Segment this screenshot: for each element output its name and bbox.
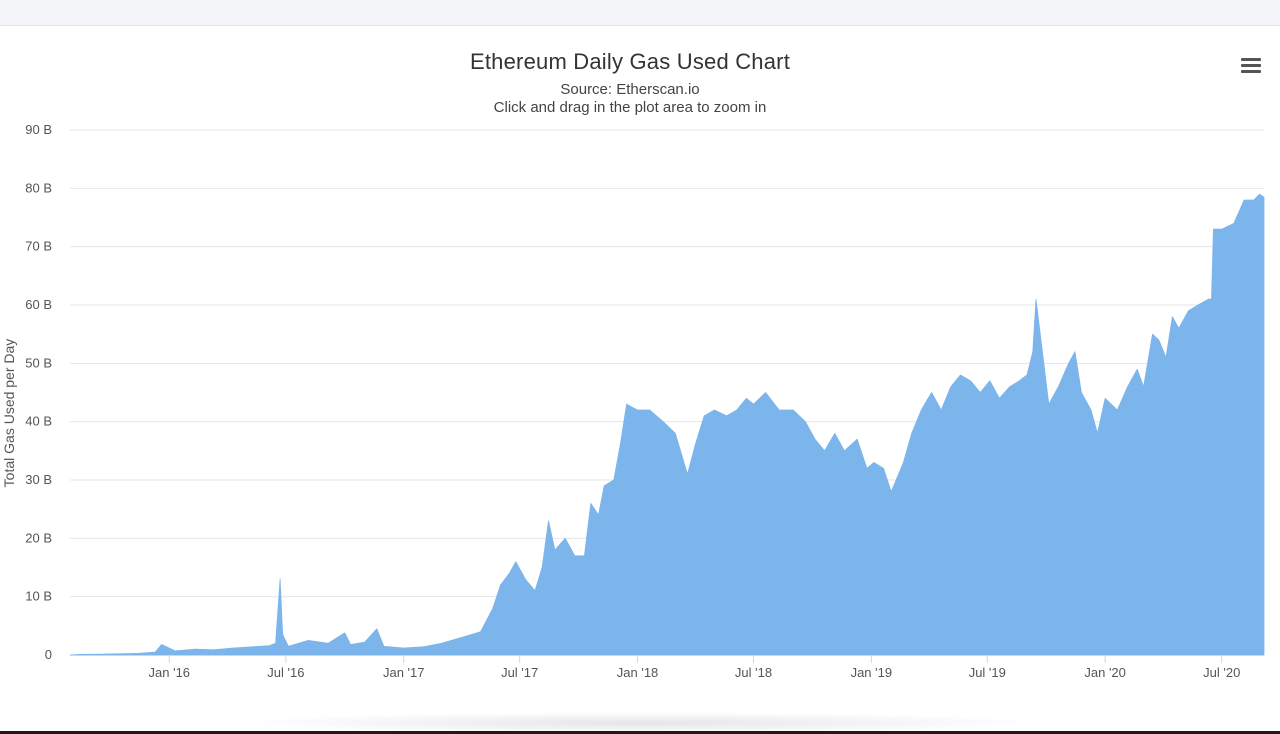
x-tick-label: Jul '18: [735, 665, 772, 680]
y-tick-label: 60 B: [25, 297, 52, 312]
y-tick-label: 20 B: [25, 530, 52, 545]
y-tick-label: 0: [45, 647, 52, 662]
x-tick-label: Jan '17: [383, 665, 425, 680]
x-tick-label: Jan '19: [851, 665, 893, 680]
chart-container[interactable]: 0 10 B 20 B 30 B 40 B 50 B 60 B 70 B 80 B 90 B Jan…: [0, 26, 1280, 710]
x-tick-label: Jan '18: [617, 665, 659, 680]
x-tick-label: Jan '16: [149, 665, 191, 680]
bottom-edge: [0, 731, 1280, 734]
hamburger-icon-bar: [1241, 64, 1261, 67]
hamburger-icon: [1241, 58, 1261, 61]
y-tick-label: 30 B: [25, 472, 52, 487]
x-tick-label: Jul '19: [969, 665, 1006, 680]
top-strip: [0, 0, 1280, 26]
chart-menu-button[interactable]: [1236, 54, 1266, 78]
y-axis-label: Total Gas Used per Day: [1, 338, 17, 488]
x-tick-label: Jul '17: [501, 665, 538, 680]
chart-subtitle-source: Source: Etherscan.io: [560, 81, 700, 98]
chart-subtitle-hint: Click and drag in the plot area to zoom …: [493, 99, 767, 116]
y-tick-label: 90 B: [25, 122, 52, 137]
y-tick-label: 10 B: [25, 589, 52, 604]
y-tick-label: 70 B: [25, 239, 52, 254]
y-tick-label: 40 B: [25, 414, 52, 429]
area-series-gas-used: [69, 193, 1265, 656]
x-tick-label: Jul '20: [1203, 665, 1240, 680]
x-tick-label: Jan '20: [1084, 665, 1126, 680]
hamburger-icon-bar: [1241, 70, 1261, 73]
y-tick-label: 80 B: [25, 180, 52, 195]
chart-title: Ethereum Daily Gas Used Chart: [469, 49, 791, 74]
bottom-shadow: [230, 712, 1050, 734]
chart-plot[interactable]: 0 10 B 20 B 30 B 40 B 50 B 60 B 70 B 80 B 90 B Jan…: [0, 26, 1280, 710]
y-tick-label: 50 B: [25, 355, 52, 370]
x-tick-label: Jul '16: [267, 665, 304, 680]
